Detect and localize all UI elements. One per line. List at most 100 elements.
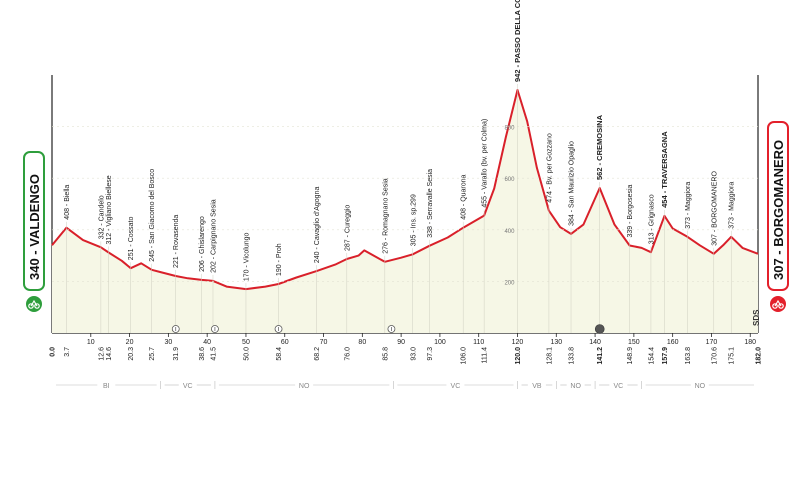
waypoint-km: 120.0 — [515, 347, 522, 365]
waypoint-label: 276 - Romagnano Sesia — [382, 178, 389, 254]
start-flag-icon — [26, 296, 42, 312]
start-label-text: 340 - VALDENGO — [27, 174, 42, 280]
waypoint-label: 170 - Vicolungo — [244, 232, 251, 281]
waypoint-km: 50.0 — [244, 347, 251, 361]
x-tick-label: 30 — [164, 339, 172, 346]
waypoint-label: 454 - TRAVERSAGNA — [660, 131, 669, 208]
province-label: VC — [613, 383, 623, 390]
y-tick-label: 800 — [504, 126, 515, 132]
waypoint-km: 41.5 — [211, 347, 218, 361]
start-label-box — [23, 151, 45, 291]
waypoint-km: 20.3 — [128, 347, 135, 361]
waypoint-km: 170.6 — [711, 347, 718, 365]
x-tick-label: 180 — [744, 339, 756, 346]
x-tick-label: 160 — [667, 339, 679, 346]
waypoint-label: 305 - Ins. sp.299 — [410, 194, 417, 246]
province-bands: BI VC NO VC VB NO VC NO — [56, 381, 754, 390]
waypoint-km: 76.0 — [344, 347, 351, 361]
waypoint-km: 31.9 — [173, 347, 180, 361]
waypoint-label: 408 - Biella — [64, 185, 71, 220]
waypoint-label: 338 - Serravalle Sesia — [427, 169, 434, 238]
waypoint-km: 93.0 — [410, 347, 417, 361]
waypoint-km: 14.6 — [106, 347, 113, 361]
x-tick-label: 140 — [589, 339, 601, 346]
x-tick-label: 130 — [550, 339, 562, 346]
waypoint-label: 206 - Ghislarengo — [199, 216, 206, 272]
waypoint-km: 163.8 — [685, 347, 692, 365]
waypoint-label: 339 - Borgosesia — [627, 184, 634, 237]
y-tick-label: 400 — [504, 229, 515, 235]
waypoint-label: 384 - San Maurizio Opaglio — [569, 141, 576, 226]
waypoint-label: 307 - BORGOMANERO — [711, 171, 718, 246]
waypoint-label: 942 - PASSO DELLA COLMA — [513, 0, 522, 82]
waypoint-labels: 0.0 3.7 408 - Biella 12.6 332 - Candelo 14.6 3… — [50, 0, 763, 365]
waypoint-km: 157.9 — [662, 347, 669, 365]
province-label: NO — [570, 383, 581, 390]
x-tick-label: 20 — [126, 339, 134, 346]
waypoint-km: 0.0 — [50, 347, 57, 357]
waypoint-km: 148.9 — [627, 347, 634, 365]
province-label: VC — [183, 383, 193, 390]
waypoint-km: 38.6 — [199, 347, 206, 361]
x-tick-label: 100 — [434, 339, 446, 346]
profile-area — [52, 90, 758, 333]
x-tick-label: 10 — [87, 339, 95, 346]
finish-flag-icon — [770, 296, 786, 312]
x-tick-label: 170 — [706, 339, 718, 346]
waypoint-km: 68.2 — [314, 347, 321, 361]
waypoint-label: 251 - Cossato — [128, 217, 135, 261]
province-label: NO — [695, 383, 706, 390]
waypoint-km: 128.1 — [546, 347, 553, 365]
finish-label: 307 - BORGOMANERO — [767, 121, 789, 312]
waypoint-label: 245 - San Giacomo del Bosco — [149, 169, 156, 262]
waypoint-km: 182.0 — [756, 347, 763, 365]
waypoint-km: 175.1 — [729, 347, 736, 365]
province-label: BI — [103, 383, 110, 390]
finish-label-box — [767, 121, 789, 291]
waypoint-label: 240 - Cavaglio d'Agogna — [314, 187, 321, 264]
waypoint-label: 332 - Candelo — [98, 195, 105, 239]
x-tick-label: 110 — [473, 339, 484, 346]
finish-label-text: 307 - BORGOMANERO — [771, 140, 786, 280]
waypoint-km: 154.4 — [648, 347, 655, 365]
waypoint-label: 313 - Grignasco — [648, 194, 655, 244]
waypoint-km: 106.0 — [461, 347, 468, 365]
x-axis-ticks: 10 20 30 40 50 60 70 80 90 100 110 120 130 140 150 160 1… — [87, 333, 756, 346]
province-label: VC — [451, 383, 461, 390]
waypoint-km: 111.4 — [482, 347, 489, 364]
y-tick-label: 200 — [504, 280, 515, 286]
province-label: NO — [299, 383, 310, 390]
x-tick-label: 150 — [628, 339, 640, 346]
waypoint-km: 58.4 — [276, 347, 283, 361]
waypoint-km: 12.6 — [98, 347, 105, 361]
waypoint-km: 141.2 — [597, 347, 604, 365]
kom-marker-icon — [594, 324, 605, 334]
y-tick-label: 600 — [504, 177, 515, 183]
waypoint-label: 373 - Maggiora — [685, 182, 692, 229]
x-tick-label: 40 — [203, 339, 211, 346]
waypoint-label: 408 - Quarona — [461, 174, 468, 219]
x-tick-label: 60 — [281, 339, 289, 346]
y-axis-ticks: 200 400 600 800 — [52, 126, 758, 286]
sponsor-logo: SDS — [752, 309, 761, 326]
x-tick-label: 120 — [512, 339, 524, 346]
waypoint-km: 25.7 — [149, 347, 156, 361]
waypoint-label: 221 - Rovasenda — [173, 215, 180, 268]
x-tick-label: 50 — [242, 339, 250, 346]
x-tick-label: 80 — [358, 339, 366, 346]
province-label: VB — [532, 383, 542, 390]
waypoint-label: 474 - Bv. per Gozzano — [546, 133, 553, 203]
waypoint-km: 3.7 — [64, 347, 71, 357]
waypoint-km: 85.8 — [382, 347, 389, 361]
waypoint-label: 373 - Maggiora — [729, 182, 736, 229]
sprint-markers — [171, 324, 605, 334]
waypoint-label: 202 - Carpignano Sesia — [211, 199, 218, 273]
x-tick-label: 70 — [320, 339, 328, 346]
waypoint-label: 312 - Vigliano Biellese — [106, 175, 113, 244]
profile-line — [51, 89, 759, 291]
waypoint-label: 562 - CREMOSINA — [595, 114, 604, 180]
waypoint-label: 455 - Varallo (bv. per Colma) — [482, 119, 489, 208]
waypoint-km: 133.8 — [569, 347, 576, 365]
start-label: 340 - VALDENGO — [23, 151, 45, 312]
